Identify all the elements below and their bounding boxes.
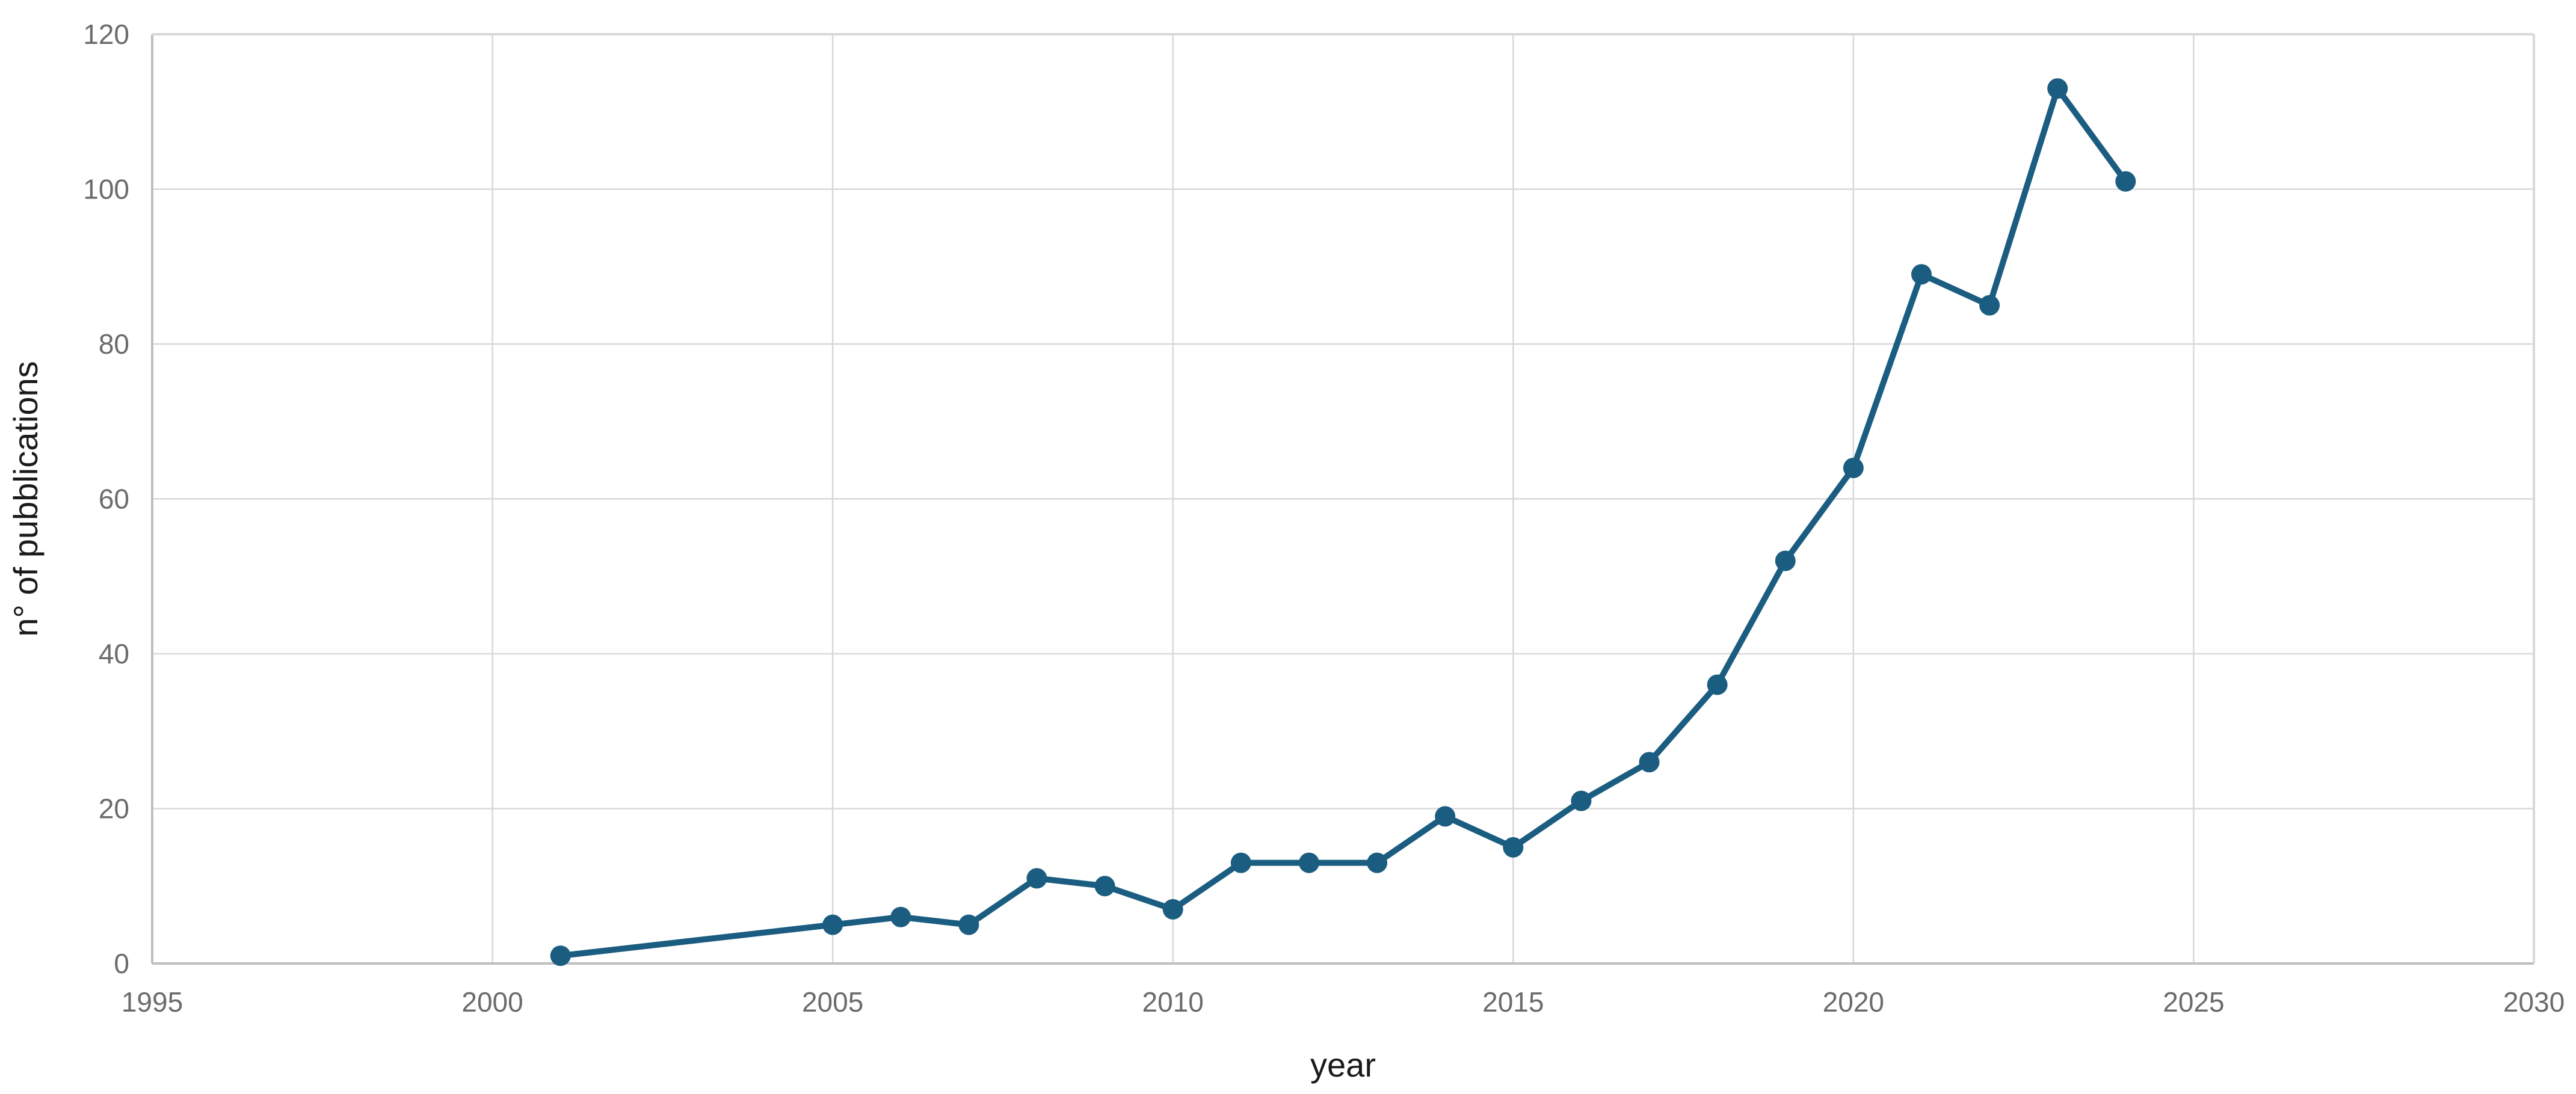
y-axis-label: n° of pubblications [7,361,45,636]
data-point [1298,852,1319,873]
x-tick-label: 2000 [461,986,523,1018]
data-point [958,914,979,935]
y-tick-label: 120 [83,19,129,50]
x-tick-labels: 1995 2000 2005 2010 2015 2020 2025 2030 [122,986,2565,1018]
data-point [1639,752,1660,773]
x-gridlines [151,34,2535,963]
y-tick-label: 100 [83,174,129,205]
data-point [2115,171,2136,192]
axis-spines [151,33,2535,965]
x-axis-label: year [1310,1046,1376,1084]
data-point [1979,295,2000,316]
data-point [1162,899,1183,920]
data-point [1503,837,1524,858]
data-point [1094,876,1115,897]
data-point [1911,264,1932,285]
data-point [1707,674,1728,695]
data-point [1230,852,1251,873]
x-tick-label: 2025 [2163,986,2224,1018]
x-tick-label: 1995 [122,986,183,1018]
data-point [1571,790,1592,811]
data-point [1435,806,1456,827]
y-tick-label: 40 [99,638,129,669]
data-point [1367,852,1388,873]
y-tick-label: 60 [99,484,129,515]
data-point [550,945,571,966]
y-tick-label: 0 [114,948,129,979]
data-point [890,906,911,927]
x-tick-label: 2030 [2503,986,2565,1018]
data-point [822,914,843,935]
x-tick-label: 2010 [1142,986,1204,1018]
data-point [1843,458,1864,478]
y-tick-labels: 0 20 40 60 80 100 120 [83,19,129,979]
y-tick-label: 80 [99,328,129,360]
x-tick-label: 2005 [802,986,863,1018]
data-point [1026,868,1047,889]
data-point [1775,550,1796,571]
x-tick-label: 2020 [1823,986,1884,1018]
y-tick-label: 20 [99,793,129,825]
series-markers [550,78,2136,966]
x-tick-label: 2015 [1482,986,1544,1018]
data-point [2047,78,2068,99]
